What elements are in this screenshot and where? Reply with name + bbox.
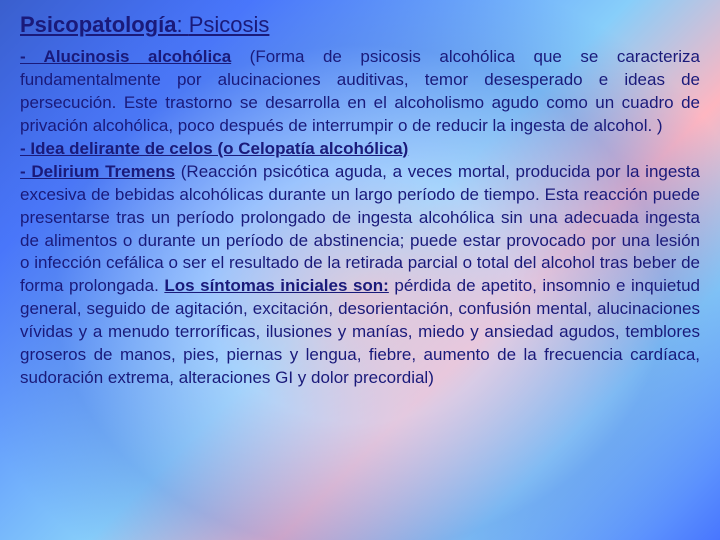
title-sub: Psicosis xyxy=(189,12,270,37)
slide-content: Psicopatología: Psicosis - Alucinosis al… xyxy=(0,0,720,402)
title-separator: : xyxy=(176,12,188,37)
slide-title: Psicopatología: Psicosis xyxy=(20,12,700,38)
item-3-symptoms-label: Los síntomas iniciales son: xyxy=(164,276,388,295)
item-1-lead: - Alucinosis alcohólica xyxy=(20,47,231,66)
body-text: - Alucinosis alcohólica (Forma de psicos… xyxy=(20,46,700,390)
item-3-lead: - Delirium Tremens xyxy=(20,162,175,181)
title-main: Psicopatología xyxy=(20,12,176,37)
item-2-lead: - Idea delirante de celos (o Celopatía a… xyxy=(20,139,408,158)
